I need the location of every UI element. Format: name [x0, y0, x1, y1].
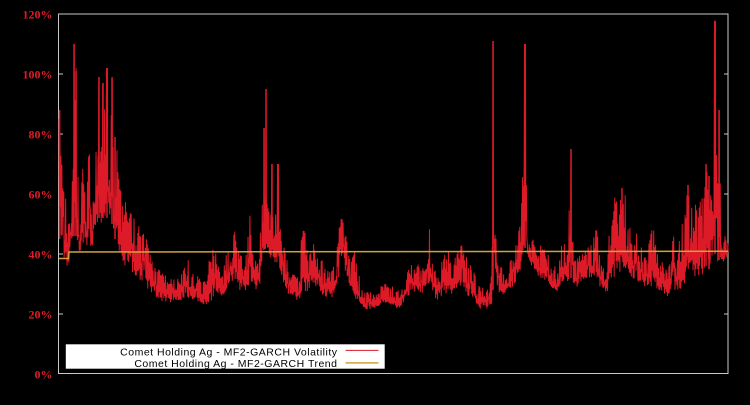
svg-text:80%: 80%	[29, 128, 53, 142]
svg-text:Comet Holding Ag - MF2-GARCH V: Comet Holding Ag - MF2-GARCH Volatility	[120, 346, 338, 358]
svg-text:20%: 20%	[29, 308, 53, 322]
svg-text:120%: 120%	[23, 8, 53, 22]
svg-text:0%: 0%	[35, 368, 53, 382]
svg-text:Comet Holding Ag - MF2-GARCH T: Comet Holding Ag - MF2-GARCH Trend	[134, 358, 337, 370]
svg-text:60%: 60%	[29, 188, 53, 202]
svg-text:40%: 40%	[29, 248, 53, 262]
svg-text:100%: 100%	[23, 68, 53, 82]
